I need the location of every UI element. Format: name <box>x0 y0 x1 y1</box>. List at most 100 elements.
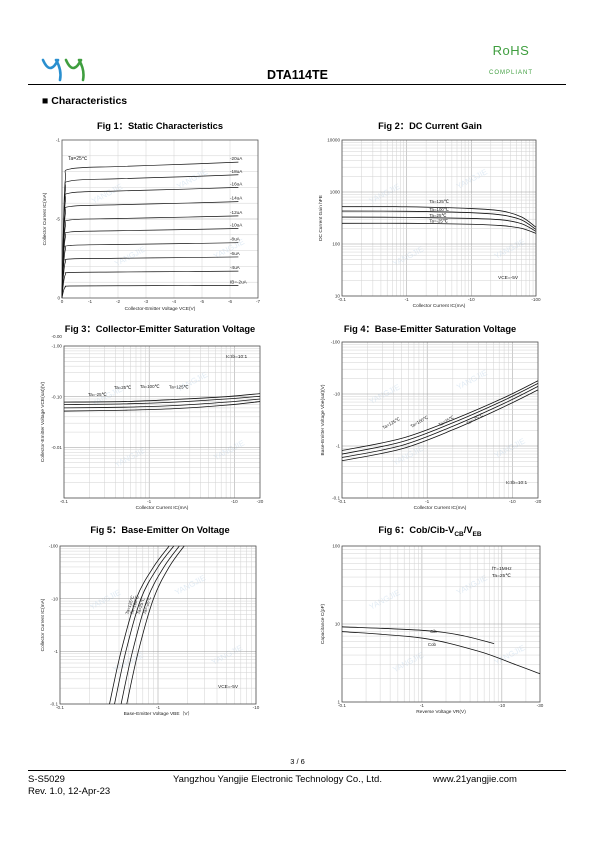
rohs-compliant-label: COMPLIANT <box>488 70 533 76</box>
x-tick-label: -7 <box>256 299 261 304</box>
series-line-ta-25 <box>341 216 537 232</box>
series-label-ta-25: Ta=25℃ <box>429 213 446 218</box>
watermark-text: YANGJIE <box>88 588 122 612</box>
x-tick-label: -10 <box>253 705 260 710</box>
x-tick-label: -0.1 <box>338 703 346 708</box>
y-tick-label: -0.00 <box>52 334 63 339</box>
series-line-ta-125 <box>109 545 170 705</box>
series-label-ta-100: Ta=100℃ <box>140 384 160 389</box>
section-title: ■ Characteristics <box>42 95 128 107</box>
x-tick-label: 0 <box>61 299 64 304</box>
y-tick-label: -10 <box>333 392 340 397</box>
y-tick-label: -1 <box>56 138 61 143</box>
x-tick-label: -5 <box>200 299 205 304</box>
document-title: DTA114TE <box>267 68 328 82</box>
x-tick-label: -1 <box>405 297 410 302</box>
watermark-text: YANGJIE <box>175 370 209 394</box>
x-tick-label: -10 <box>499 703 506 708</box>
series-line-ta-25 <box>63 398 261 409</box>
fig2-title: Fig 2：DC Current Gain <box>378 121 482 131</box>
x-tick-label: -0.1 <box>56 705 64 710</box>
x-axis-label: Collector Current IC(mA) <box>136 505 189 511</box>
plot-frame <box>341 341 539 499</box>
series-line-ta-100 <box>341 210 537 230</box>
website-link[interactable]: www.21yangjie.com <box>433 774 517 785</box>
series-label-ta-125: Ta=125℃ <box>382 416 401 430</box>
series-label-ta-25: Ta=-25℃ <box>429 219 448 224</box>
x-axis-label: Collector-Emitter Voltage VCE(V) <box>125 306 196 312</box>
x-tick-label: -0.1 <box>338 499 346 504</box>
annotation-ft-1mhz: fT=1MHz <box>492 566 512 572</box>
y-axis-label: Base-Emitter Voltage Vbe(sat)(V) <box>320 384 326 455</box>
plot-frame <box>59 545 257 705</box>
series-label-14ua: -14uA <box>230 196 243 201</box>
x-tick-label: -100 <box>531 297 541 302</box>
plot-frame <box>341 545 541 703</box>
yangjie-logo <box>41 58 85 82</box>
x-tick-label: -2 <box>116 299 121 304</box>
y-axis-label: Collector Current IC(mA) <box>42 192 48 245</box>
bullet-square-icon: ■ <box>42 95 52 107</box>
series-line-ta-125 <box>341 205 537 228</box>
annotation-ic-ib-10-1: Ic:Ib=10:1 <box>506 480 528 486</box>
series-line-14ua <box>61 201 239 299</box>
y-tick-label: 10000 <box>327 138 340 143</box>
watermark-text: YANGJIE <box>455 368 489 392</box>
series-line-10ua <box>61 228 239 299</box>
series-label-18ua: -18uA <box>230 169 243 174</box>
watermark-text: YANGJIE <box>210 643 244 667</box>
plot-frame <box>63 345 261 499</box>
series-label-ta-125: Ta=125℃ <box>429 199 449 204</box>
y-tick-label: -0.10 <box>52 394 63 399</box>
y-tick-label: -1.00 <box>52 344 63 349</box>
x-tick-label: -1 <box>420 703 425 708</box>
series-line-ta-100 <box>63 395 261 405</box>
series-label-6ua: -6uA <box>230 251 241 256</box>
revision: Rev. 1.0, 12-Apr-23 <box>28 786 111 797</box>
series-line-ta-25 <box>341 222 537 234</box>
series-label-cib: Cib <box>430 629 437 634</box>
fig5-title: Fig 5：Base-Emitter On Voltage <box>90 525 230 535</box>
series-line-ta-125 <box>63 393 261 403</box>
series-line-18ua <box>61 174 239 299</box>
y-tick-label: -0.1 <box>332 496 340 501</box>
y-tick-label: -5 <box>56 217 61 222</box>
y-tick-label: -1 <box>336 444 341 449</box>
plot-frame <box>61 139 259 299</box>
x-tick-label: -0.1 <box>338 297 346 302</box>
doc-id: S-S5029 <box>28 774 65 785</box>
fig4-title: Fig 4：Base-Emitter Saturation Voltage <box>343 324 517 334</box>
y-tick-label: 100 <box>332 242 340 247</box>
series-label-ta-25: Ta=25℃ <box>114 385 131 390</box>
series-line-ta-100 <box>341 383 539 455</box>
watermark-text: YANGJIE <box>368 588 402 612</box>
fig4-chart: YANGJIEYANGJIEYANGJIEYANGJIE-0.1-1-10-20… <box>320 340 542 511</box>
fig1-ambient-label: Ta=25℃ <box>68 156 88 162</box>
series-label-cob: Cob <box>428 642 437 647</box>
series-line-ta-25 <box>120 545 180 705</box>
series-label-ta-100: Ta=100℃ <box>129 595 140 615</box>
y-axis-label: Collector Current IC(mA) <box>40 598 46 651</box>
x-tick-label: -30 <box>537 703 544 708</box>
series-line-4ua <box>61 270 239 299</box>
x-axis-label: Collector Current IC(mA) <box>413 303 466 309</box>
series-label-ta-100: Ta=100℃ <box>429 207 449 212</box>
series-label-ta-25: Ta=25℃ <box>136 597 146 615</box>
series-label-12ua: -12uA <box>230 210 243 215</box>
company-name: Yangzhou Yangjie Electronic Technology C… <box>173 774 382 785</box>
series-line-ta-100 <box>114 545 175 705</box>
y-axis-label: DC Current Gain hFE <box>318 195 324 241</box>
watermark-text: YANGJIE <box>391 651 425 675</box>
series-line-cob <box>341 631 541 675</box>
y-tick-label: -10 <box>51 596 58 601</box>
watermark-text: YANGJIE <box>455 167 489 191</box>
series-label-16ua: -16uA <box>230 181 243 186</box>
series-label-ta-100: Ta=100℃ <box>410 415 429 429</box>
y-tick-label: -100 <box>49 544 59 549</box>
series-label-4ua: -4uA <box>230 265 241 270</box>
fig1-title: Fig 1：Static Characteristics <box>96 121 224 131</box>
